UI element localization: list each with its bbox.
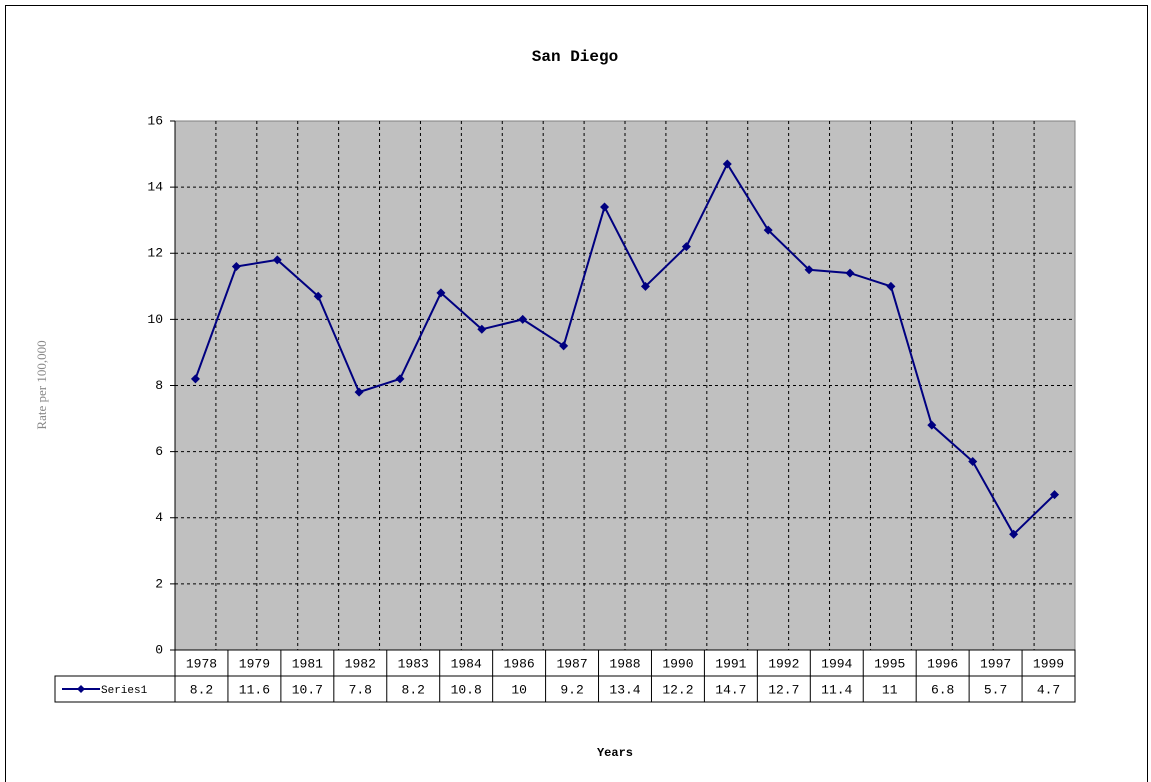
data-label: 14.7 xyxy=(715,682,746,697)
data-point xyxy=(845,268,855,278)
data-label: 11.6 xyxy=(239,682,270,697)
data-point xyxy=(640,281,650,291)
y-tick-label: 6 xyxy=(155,444,163,459)
x-tick-label: 1982 xyxy=(345,656,376,671)
x-tick-label: 1991 xyxy=(715,656,746,671)
data-label: 13.4 xyxy=(609,682,640,697)
y-axis-label: Rate per 100,000 xyxy=(34,340,49,429)
data-point xyxy=(1050,490,1060,500)
x-tick-label: 1997 xyxy=(980,656,1011,671)
y-tick-label: 10 xyxy=(147,312,163,327)
legend-label: Series1 xyxy=(101,685,148,697)
data-point xyxy=(886,281,896,291)
x-tick-label: 1990 xyxy=(662,656,693,671)
data-point xyxy=(354,387,364,397)
y-tick-label: 4 xyxy=(155,510,163,525)
x-tick-label: 1996 xyxy=(927,656,958,671)
x-tick-label: 1995 xyxy=(874,656,905,671)
chart-title: San Diego xyxy=(532,48,618,66)
y-tick-label: 12 xyxy=(147,246,163,261)
data-label: 10.7 xyxy=(292,682,323,697)
data-point xyxy=(681,242,691,252)
data-point xyxy=(763,225,773,235)
data-point xyxy=(436,288,446,298)
x-tick-label: 1999 xyxy=(1033,656,1064,671)
data-label: 11.4 xyxy=(821,682,852,697)
x-tick-label: 1987 xyxy=(556,656,587,671)
series-line xyxy=(194,161,1056,536)
data-point xyxy=(1009,529,1019,539)
x-tick-label: 1981 xyxy=(292,656,323,671)
data-point xyxy=(927,420,937,430)
data-label: 5.7 xyxy=(984,682,1007,697)
data-point xyxy=(477,324,487,334)
data-label: 10 xyxy=(511,682,527,697)
y-tick-label: 0 xyxy=(155,642,163,657)
data-label: 10.8 xyxy=(451,682,482,697)
x-tick-label: 1984 xyxy=(451,656,482,671)
x-tick-label: 1978 xyxy=(186,656,217,671)
data-point xyxy=(231,261,241,271)
data-label: 7.8 xyxy=(349,682,372,697)
data-point xyxy=(559,341,569,351)
data-label: 11 xyxy=(882,682,898,697)
data-point xyxy=(968,457,978,467)
data-label: 12.7 xyxy=(768,682,799,697)
data-point xyxy=(804,265,814,275)
data-point xyxy=(722,159,732,169)
x-tick-label: 1983 xyxy=(398,656,429,671)
x-axis-label: Years xyxy=(597,746,633,760)
data-label: 6.8 xyxy=(931,682,954,697)
y-tick-label: 2 xyxy=(155,576,163,591)
table-value-row xyxy=(54,675,1076,703)
x-tick-label: 1988 xyxy=(609,656,640,671)
x-tick-label: 1979 xyxy=(239,656,270,671)
data-point xyxy=(190,374,200,384)
data-label: 12.2 xyxy=(662,682,693,697)
x-tick-label: 1992 xyxy=(768,656,799,671)
data-point xyxy=(518,314,528,324)
y-tick-label: 14 xyxy=(147,180,163,195)
data-label: 4.7 xyxy=(1037,682,1060,697)
data-label: 9.2 xyxy=(560,682,583,697)
y-tick-label: 8 xyxy=(155,378,163,393)
data-label: 8.2 xyxy=(190,682,213,697)
x-tick-label: 1986 xyxy=(504,656,535,671)
legend-marker xyxy=(77,685,85,693)
data-point xyxy=(395,374,405,384)
data-point xyxy=(600,202,610,212)
x-tick-label: 1994 xyxy=(821,656,852,671)
data-point xyxy=(313,291,323,301)
data-point xyxy=(272,255,282,265)
y-tick-label: 16 xyxy=(147,113,163,128)
data-label: 8.2 xyxy=(402,682,425,697)
